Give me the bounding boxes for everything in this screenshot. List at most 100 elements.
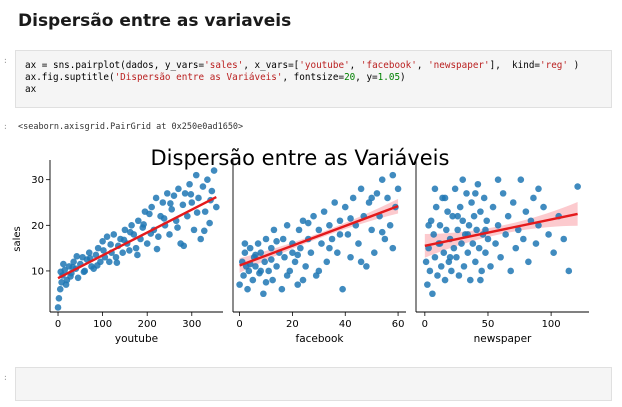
data-point <box>477 276 484 284</box>
data-point <box>394 185 402 193</box>
data-point <box>357 185 365 193</box>
data-point <box>257 267 265 275</box>
data-point <box>126 228 134 236</box>
data-point <box>455 272 463 279</box>
data-point <box>143 240 151 247</box>
data-point <box>355 240 362 247</box>
data-point <box>99 237 106 245</box>
data-point <box>460 263 468 270</box>
y-tick-label: 20 <box>31 221 44 232</box>
data-point <box>514 226 522 234</box>
data-point <box>302 263 309 270</box>
data-point <box>208 187 216 195</box>
data-point <box>57 268 65 276</box>
data-point <box>204 176 211 183</box>
data-point <box>384 194 391 202</box>
code-token: ], kind= <box>489 60 541 71</box>
output-prompt: : <box>3 122 8 131</box>
data-point <box>459 176 467 183</box>
data-point <box>60 260 67 268</box>
data-point <box>213 203 220 211</box>
data-point <box>152 194 160 202</box>
data-point <box>262 235 270 243</box>
data-point <box>103 233 111 241</box>
x-axis-label: facebook <box>296 333 345 345</box>
data-point <box>299 217 307 225</box>
data-point <box>106 258 113 266</box>
x-tick-label: 20 <box>286 319 299 330</box>
data-point <box>315 267 323 275</box>
data-point <box>477 208 484 215</box>
code-token: , y= <box>355 72 378 83</box>
data-point <box>180 242 188 250</box>
data-point <box>134 217 142 225</box>
data-point <box>425 222 432 229</box>
data-point <box>166 231 173 238</box>
data-point <box>315 226 323 234</box>
data-point <box>283 222 291 229</box>
data-point <box>466 276 474 284</box>
data-point <box>450 244 458 252</box>
data-point <box>93 262 101 269</box>
regression-line <box>239 205 399 267</box>
data-point <box>443 226 450 234</box>
data-point <box>463 190 470 197</box>
data-point <box>334 249 341 256</box>
data-point <box>389 244 397 252</box>
data-point <box>441 276 449 284</box>
data-point <box>267 244 275 252</box>
data-point <box>85 249 93 256</box>
output-text: <seaborn.axisgrid.PairGrid at 0x250e0ad1… <box>18 122 244 132</box>
data-point <box>200 227 208 235</box>
code-line: ax = sns.pairplot(dados, y_vars='sales',… <box>25 60 611 72</box>
code-token: 1.05 <box>377 72 401 83</box>
data-point <box>502 231 509 238</box>
code-token: 'Dispersão entre as Variáveis' <box>114 72 283 83</box>
data-point <box>113 259 121 267</box>
data-point <box>283 272 291 279</box>
data-point <box>121 226 129 234</box>
data-point <box>339 285 346 293</box>
data-point <box>107 241 114 248</box>
data-point <box>132 244 140 252</box>
data-point <box>241 249 249 256</box>
x-tick-label: 0 <box>236 319 242 330</box>
code-token: 20 <box>344 72 356 83</box>
data-point <box>331 199 338 206</box>
data-point <box>475 244 483 252</box>
data-point <box>336 231 344 238</box>
data-point <box>454 212 461 220</box>
data-point <box>270 226 278 234</box>
data-point <box>368 226 375 234</box>
data-point <box>386 222 394 229</box>
data-point <box>430 231 437 238</box>
data-point <box>148 203 155 211</box>
data-point <box>474 180 482 188</box>
data-point <box>128 222 135 229</box>
data-point <box>444 208 451 215</box>
code-line: ax <box>25 84 611 96</box>
data-point <box>260 290 267 298</box>
code-cell[interactable]: ax = sns.pairplot(dados, y_vars='sales',… <box>15 50 612 108</box>
data-point <box>437 263 445 270</box>
data-point <box>179 201 187 209</box>
chart-title: Dispersão entre as Variáveis <box>151 146 450 170</box>
code-token: , <box>349 60 361 71</box>
data-point <box>193 209 201 216</box>
data-point <box>512 244 520 252</box>
x-tick-label: 0 <box>55 319 61 330</box>
code-token: 'facebook' <box>360 60 417 71</box>
data-point <box>55 295 63 302</box>
data-point <box>328 235 336 243</box>
data-point <box>535 185 542 193</box>
data-point <box>56 285 64 293</box>
data-point <box>448 267 455 275</box>
empty-code-cell[interactable] <box>15 367 612 401</box>
data-point <box>261 258 268 266</box>
data-point <box>478 267 485 275</box>
data-point <box>240 272 247 279</box>
data-point <box>424 281 431 288</box>
pairplot-figure: Dispersão entre as Variáveis sales 10 20 30 0… <box>0 140 622 355</box>
x-tick-label: 100 <box>93 319 112 330</box>
data-point <box>507 267 515 275</box>
